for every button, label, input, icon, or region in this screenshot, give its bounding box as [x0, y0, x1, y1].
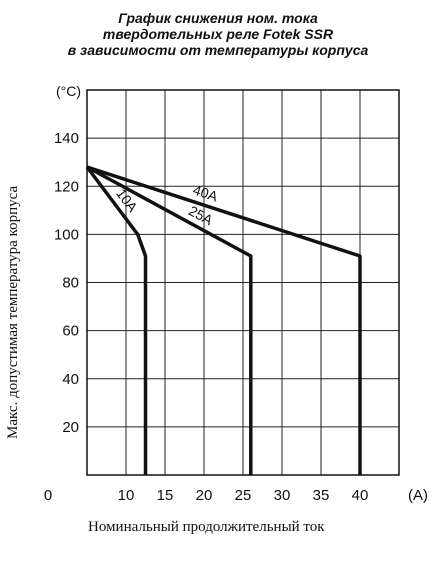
- series-line-10A: [85, 165, 148, 475]
- x-tick-label: 40: [352, 487, 369, 504]
- y-tick-label: 100: [54, 226, 79, 243]
- x-tick-label: 30: [274, 487, 291, 504]
- chart-title-line-3: в зависимости от температуры корпуса: [67, 42, 369, 58]
- plot-frame: [86, 89, 400, 476]
- y-tick-label: 80: [62, 275, 79, 292]
- chart-title-line-1: График снижения ном. тока: [118, 10, 318, 26]
- series-label-10A: 10A: [113, 185, 141, 215]
- y-unit-label: (°C): [56, 83, 81, 99]
- x-tick-label: 20: [196, 487, 213, 504]
- x-tick-label: 25: [235, 487, 252, 504]
- x-tick-label: 0: [44, 487, 52, 504]
- x-tick-label: 15: [157, 487, 174, 504]
- x-unit-label: (A): [408, 487, 428, 504]
- chart-title-line-2: твердотельных реле Fotek SSR: [102, 26, 334, 42]
- x-axis-label: Номинальный продолжительный ток: [88, 519, 325, 535]
- series-label-40A: 40A: [191, 182, 220, 205]
- series-line-25A: [86, 165, 253, 475]
- y-tick-label: 20: [62, 419, 79, 436]
- y-tick-label: 40: [62, 371, 79, 388]
- x-tick-label: 10: [118, 487, 135, 504]
- y-tick-label: 60: [62, 323, 79, 340]
- x-tick-label: 35: [313, 487, 330, 504]
- series-line-40A: [86, 165, 362, 475]
- y-tick-label: 140: [54, 130, 79, 147]
- y-tick-label: 120: [54, 178, 79, 195]
